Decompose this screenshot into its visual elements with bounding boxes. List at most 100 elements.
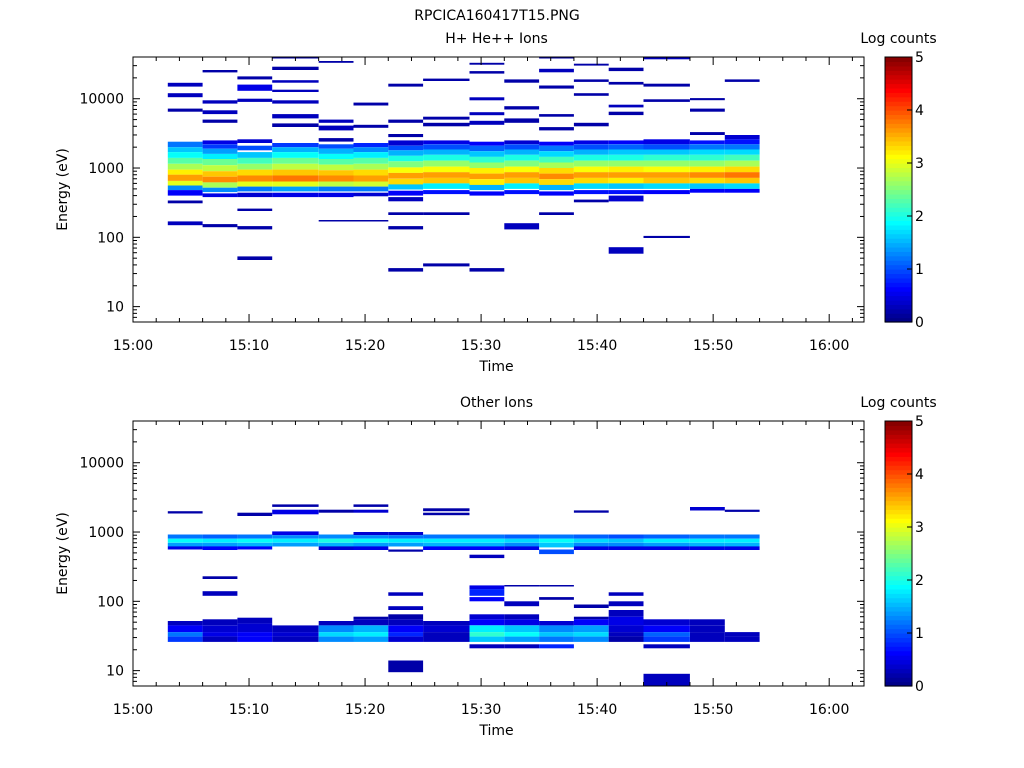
colorbar-label: Log counts bbox=[860, 31, 936, 47]
colorbar-segment bbox=[885, 451, 912, 457]
colorbar-segment bbox=[885, 167, 912, 173]
colorbar-segment bbox=[885, 154, 912, 160]
heatmap-cell bbox=[237, 512, 273, 516]
colorbar-segment bbox=[885, 171, 912, 177]
heatmap-cell bbox=[608, 616, 644, 626]
heatmap-cell bbox=[167, 169, 203, 175]
heatmap-cell bbox=[504, 166, 540, 173]
colorbar-segment bbox=[885, 531, 912, 537]
colorbar-tick-label: 1 bbox=[915, 626, 924, 642]
heatmap-cell bbox=[539, 162, 574, 168]
heatmap-cell bbox=[690, 166, 725, 173]
heatmap-cell bbox=[573, 93, 609, 96]
colorbar-segment bbox=[885, 70, 912, 76]
heatmap-cell bbox=[608, 140, 644, 145]
heatmap-cell bbox=[388, 155, 424, 162]
heatmap-cell bbox=[469, 644, 505, 649]
colorbar-segment bbox=[885, 522, 912, 528]
heatmap-cell bbox=[388, 167, 424, 173]
heatmap-cell bbox=[504, 172, 540, 178]
heatmap-cell bbox=[643, 83, 690, 87]
colorbar-segment bbox=[885, 242, 912, 248]
heatmap-cell bbox=[504, 585, 540, 587]
heatmap-cell bbox=[690, 177, 725, 184]
colorbar-segment bbox=[885, 291, 912, 297]
heatmap-cell bbox=[724, 534, 760, 539]
heatmap-cell bbox=[724, 160, 760, 167]
colorbar: 0 1 2 3 4 5 Log counts bbox=[860, 395, 936, 695]
heatmap-cell bbox=[318, 181, 354, 187]
heatmap-cell bbox=[423, 546, 470, 550]
heatmap-cell bbox=[202, 176, 238, 183]
heatmap-cell bbox=[167, 141, 203, 148]
heatmap-cell bbox=[353, 625, 389, 633]
heatmap-cell bbox=[237, 208, 273, 211]
colorbar-segment bbox=[885, 92, 912, 98]
heatmap-cell bbox=[272, 186, 319, 192]
heatmap-cell bbox=[573, 619, 609, 626]
heatmap-cell bbox=[724, 139, 760, 145]
heatmap-cell bbox=[237, 175, 273, 182]
heatmap-cell bbox=[423, 144, 470, 150]
heatmap-cell bbox=[353, 143, 389, 148]
heatmap-cell bbox=[318, 159, 354, 165]
heatmap-cell bbox=[353, 509, 389, 513]
heatmap-cell bbox=[469, 589, 505, 596]
heatmap-cell bbox=[167, 625, 203, 633]
heatmap-cell bbox=[272, 89, 319, 92]
heatmap-cell bbox=[643, 235, 690, 238]
heatmap-cell bbox=[469, 162, 505, 168]
heatmap-cell bbox=[608, 154, 644, 161]
colorbar-segment bbox=[885, 317, 912, 323]
heatmap-cell bbox=[167, 511, 203, 514]
colorbar-segment bbox=[885, 496, 912, 502]
heatmap-cell bbox=[167, 185, 203, 191]
colorbar-segment bbox=[885, 518, 912, 524]
heatmap-cell bbox=[469, 62, 505, 65]
heatmap-cell bbox=[353, 535, 389, 539]
panel-title: Other Ions bbox=[460, 395, 533, 411]
heatmap-cell bbox=[504, 106, 540, 110]
heatmap-cell bbox=[167, 546, 203, 550]
heatmap-cell bbox=[423, 534, 470, 539]
colorbar-segment bbox=[885, 425, 912, 431]
y-axis-label: Energy (eV) bbox=[55, 512, 71, 595]
heatmap-cell bbox=[423, 177, 470, 184]
heatmap-cell bbox=[690, 98, 725, 101]
heatmap-cell bbox=[237, 542, 273, 547]
colorbar-segment bbox=[885, 118, 912, 124]
heatmap-cell bbox=[504, 183, 540, 189]
colorbar-segment bbox=[885, 105, 912, 111]
heatmap-cell bbox=[318, 144, 354, 149]
heatmap-cell bbox=[318, 220, 354, 222]
colorbar-frame bbox=[884, 56, 913, 323]
colorbar-tick-label: 4 bbox=[915, 467, 924, 483]
heatmap-cell bbox=[504, 636, 540, 642]
colorbar-segment bbox=[885, 460, 912, 466]
heatmap-cell bbox=[202, 546, 238, 550]
panel-title: H+ He++ Ions bbox=[445, 31, 548, 47]
colorbar-tick-label: 3 bbox=[915, 156, 924, 172]
heatmap-cell bbox=[272, 80, 319, 83]
colorbar-segment bbox=[885, 681, 912, 687]
heatmap-cell bbox=[539, 151, 574, 157]
heatmap-cell bbox=[272, 157, 319, 164]
heatmap-cell bbox=[202, 625, 238, 633]
heatmap-cell bbox=[202, 193, 238, 198]
colorbar-segment bbox=[885, 163, 912, 169]
heatmap-cell bbox=[237, 98, 273, 102]
heatmap-cell bbox=[318, 534, 354, 539]
heatmap-cell bbox=[573, 140, 609, 145]
heatmap-cell bbox=[272, 192, 319, 198]
heatmap-cell bbox=[237, 186, 273, 192]
heatmap-cell bbox=[167, 157, 203, 164]
colorbar-segment bbox=[885, 127, 912, 133]
x-tick-label: 15:10 bbox=[229, 338, 269, 354]
colorbar-segment bbox=[885, 295, 912, 301]
heatmap-cell bbox=[353, 147, 389, 153]
heatmap-cell bbox=[690, 154, 725, 161]
colorbar-segment bbox=[885, 668, 912, 674]
heatmap-cell bbox=[539, 57, 574, 59]
heatmap-cell bbox=[608, 144, 644, 150]
heatmap-cell bbox=[167, 538, 203, 543]
